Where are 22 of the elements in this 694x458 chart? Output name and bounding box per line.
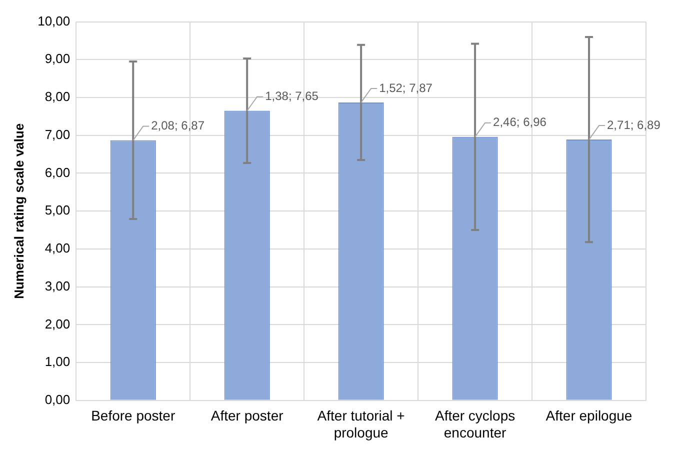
data-label: 1,52; 7,87 [379,80,433,95]
x-tick-label: After epilogue [546,408,632,424]
y-tick-label: 1,00 [44,354,70,370]
y-tick-label: 4,00 [44,240,70,256]
x-tick-label: After tutorial + prologue [317,408,405,440]
y-tick-label: 7,00 [44,126,70,142]
y-tick-label: 6,00 [44,164,70,180]
y-axis-title: Numerical rating scale value [11,123,26,299]
data-label: 1,38; 7,65 [265,89,319,104]
y-tick-label: 3,00 [44,278,70,294]
data-label: 2,71; 6,89 [607,118,661,132]
y-tick-label: 2,00 [44,316,70,332]
x-tick-label: Before poster [91,408,176,424]
data-label: 2,08; 6,87 [151,118,205,133]
y-tick-label: 10,00 [38,13,70,28]
y-tick-label: 9,00 [44,51,70,66]
y-tick-label: 5,00 [44,202,70,218]
x-tick-label: After poster [210,408,284,424]
x-tick-label: After cyclops encounter [434,408,516,440]
y-tick-label: 0,00 [44,392,70,407]
y-tick-label: 8,00 [44,89,70,104]
data-label: 2,46; 6,96 [493,115,547,130]
